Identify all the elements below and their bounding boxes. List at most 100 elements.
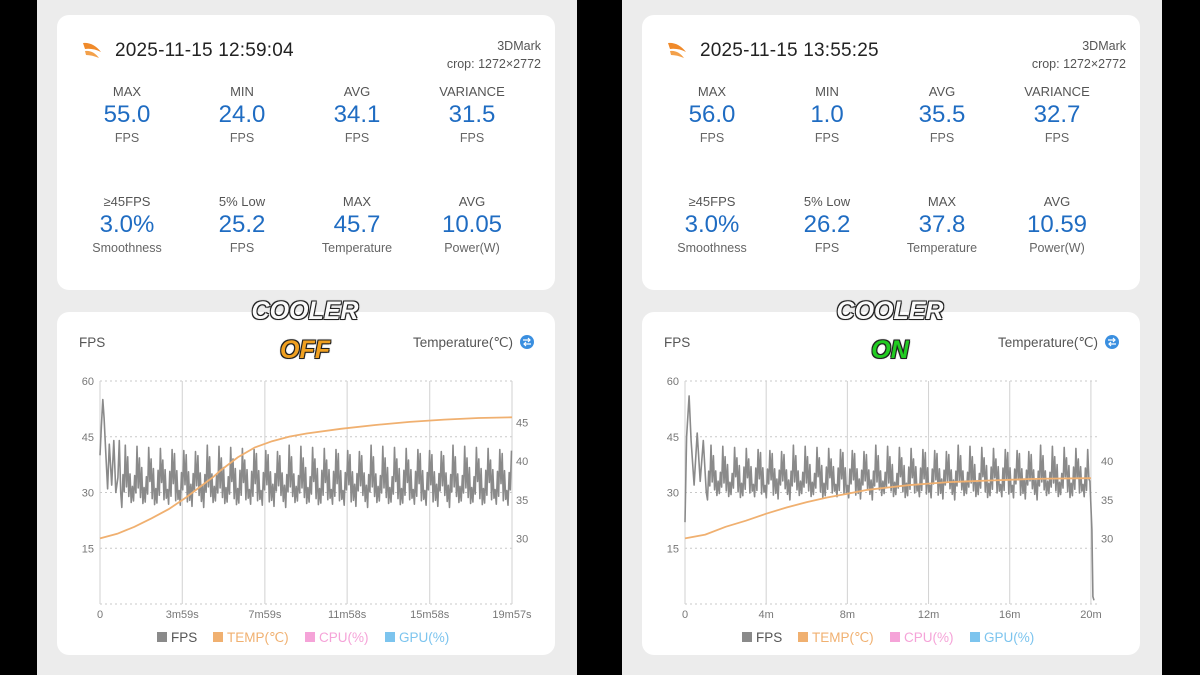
stat-value: 26.2 xyxy=(803,211,851,238)
stats-card: 2025-11-15 13:55:25 3DMark crop: 1272×27… xyxy=(642,15,1140,290)
stat-label: AVG xyxy=(458,194,486,209)
stat-value: 25.2 xyxy=(218,211,266,238)
y-tick-label: 60 xyxy=(667,376,679,388)
stat-label: VARIANCE xyxy=(439,84,505,99)
legend-item[interactable]: GPU(%) xyxy=(970,630,1034,645)
overlay-cooler-title: COOLER xyxy=(836,297,944,325)
panel-cooler-off: 2025-11-15 12:59:04 3DMark crop: 1272×27… xyxy=(37,0,577,675)
stat-unit: FPS xyxy=(114,131,140,145)
x-tick-label: 16m xyxy=(999,609,1020,621)
stat-unit: FPS xyxy=(344,131,370,145)
stat-value: 24.0 xyxy=(218,101,266,128)
legend-swatch xyxy=(742,632,752,642)
y2-tick-label: 40 xyxy=(516,456,528,468)
stat-unit: FPS xyxy=(699,131,725,145)
crop-size: crop: 1272×2772 xyxy=(1031,57,1126,71)
legend-label: GPU(%) xyxy=(984,630,1034,645)
app-logo-icon xyxy=(668,42,686,58)
legend-swatch xyxy=(890,632,900,642)
stat-unit: FPS xyxy=(229,131,255,145)
stat-value: 55.0 xyxy=(103,101,151,128)
stat-value: 3.0% xyxy=(99,211,155,238)
session-timestamp: 2025-11-15 12:59:04 xyxy=(115,40,294,61)
stat-label: ≥45FPS xyxy=(688,194,736,209)
crop-size: crop: 1272×2772 xyxy=(446,57,541,71)
fps-series-line xyxy=(99,398,513,509)
chart-card: FPS Temperature(℃) 15 30 45 60 30 35 40 45 0 3m59s 7… xyxy=(57,312,555,655)
y2-tick-label: 35 xyxy=(1101,495,1113,507)
stat-item: AVG 10.05 Power(W) xyxy=(417,193,527,257)
y-tick-label: 60 xyxy=(82,376,94,388)
legend-label: FPS xyxy=(756,630,782,645)
x-tick-label: 7m59s xyxy=(248,609,282,621)
stat-item: AVG 35.5 FPS xyxy=(887,83,997,147)
stat-item: AVG 34.1 FPS xyxy=(302,83,412,147)
overlay-cooler-title: COOLER xyxy=(251,297,359,325)
axis-toggle-icon[interactable] xyxy=(520,335,534,349)
stat-label: MAX xyxy=(112,84,142,99)
y-tick-label: 15 xyxy=(667,543,679,555)
session-timestamp: 2025-11-15 13:55:25 xyxy=(700,40,879,61)
x-tick-label: 8m xyxy=(840,609,855,621)
stat-unit: Temperature xyxy=(321,241,393,255)
stat-value: 37.8 xyxy=(918,211,966,238)
legend-item[interactable]: TEMP(℃) xyxy=(213,630,289,645)
stat-value: 1.0 xyxy=(810,101,844,128)
legend-label: TEMP(℃) xyxy=(227,630,289,645)
stat-item: MAX 56.0 FPS xyxy=(657,83,767,147)
stat-unit: Smoothness xyxy=(677,241,747,255)
overlay-cooler-state: OFF xyxy=(280,336,330,364)
benchmark-app-name: 3DMark xyxy=(1082,39,1126,53)
stat-value: 35.5 xyxy=(918,101,966,128)
stat-label: VARIANCE xyxy=(1024,84,1090,99)
legend-item[interactable]: TEMP(℃) xyxy=(798,630,874,645)
legend-item[interactable]: CPU(%) xyxy=(305,630,369,645)
stat-unit: Power(W) xyxy=(1029,241,1085,255)
legend-label: GPU(%) xyxy=(399,630,449,645)
stat-item: MAX 45.7 Temperature xyxy=(302,193,412,257)
stat-label: AVG xyxy=(1043,194,1071,209)
temperature-series-line xyxy=(99,416,513,540)
stat-item: ≥45FPS 3.0% Smoothness xyxy=(657,193,767,257)
fps-series-line xyxy=(684,395,1095,601)
stat-value: 45.7 xyxy=(333,211,381,238)
x-tick-label: 15m58s xyxy=(410,609,450,621)
legend-swatch xyxy=(213,632,223,642)
stat-item: MIN 24.0 FPS xyxy=(187,83,297,147)
stat-value: 32.7 xyxy=(1033,101,1081,128)
x-tick-label: 4m xyxy=(759,609,774,621)
fps-temperature-chart: FPS Temperature(℃) 15 30 45 60 30 35 40 45 0 3m59s 7… xyxy=(79,335,534,645)
stat-item: ≥45FPS 3.0% Smoothness xyxy=(72,193,182,257)
axis-toggle-icon[interactable] xyxy=(1105,335,1119,349)
benchmark-source: 3DMark crop: 1272×2772 xyxy=(1032,37,1126,73)
legend-label: FPS xyxy=(171,630,197,645)
benchmark-app-name: 3DMark xyxy=(497,39,541,53)
x-tick-label: 11m58s xyxy=(328,609,367,621)
legend-item[interactable]: GPU(%) xyxy=(385,630,449,645)
y-tick-label: 30 xyxy=(82,488,94,500)
legend-swatch xyxy=(970,632,980,642)
legend-swatch xyxy=(385,632,395,642)
stat-value: 56.0 xyxy=(688,101,736,128)
stat-value: 3.0% xyxy=(684,211,740,238)
legend-item[interactable]: CPU(%) xyxy=(890,630,954,645)
legend-label: TEMP(℃) xyxy=(812,630,874,645)
y2-tick-label: 35 xyxy=(516,495,528,507)
stat-value: 10.05 xyxy=(441,211,503,238)
stat-item: VARIANCE 31.5 FPS xyxy=(417,83,527,147)
legend-item[interactable]: FPS xyxy=(157,630,197,645)
stat-label: 5% Low xyxy=(803,194,851,209)
y2-axis-title: Temperature(℃) xyxy=(413,335,513,350)
stat-label: 5% Low xyxy=(218,194,266,209)
y-tick-label: 15 xyxy=(82,543,94,555)
fps-temperature-chart: FPS Temperature(℃) 15 30 45 60 30 35 40 0 4m 8m 12m 1… xyxy=(664,335,1119,645)
stat-label: MIN xyxy=(815,84,839,99)
legend-label: CPU(%) xyxy=(319,630,369,645)
stat-unit: Temperature xyxy=(906,241,978,255)
legend-item[interactable]: FPS xyxy=(742,630,782,645)
stat-item: MAX 37.8 Temperature xyxy=(887,193,997,257)
y-tick-label: 30 xyxy=(667,488,679,500)
temperature-series-line xyxy=(684,477,1091,540)
stat-unit: FPS xyxy=(814,241,840,255)
benchmark-source: 3DMark crop: 1272×2772 xyxy=(447,37,541,73)
